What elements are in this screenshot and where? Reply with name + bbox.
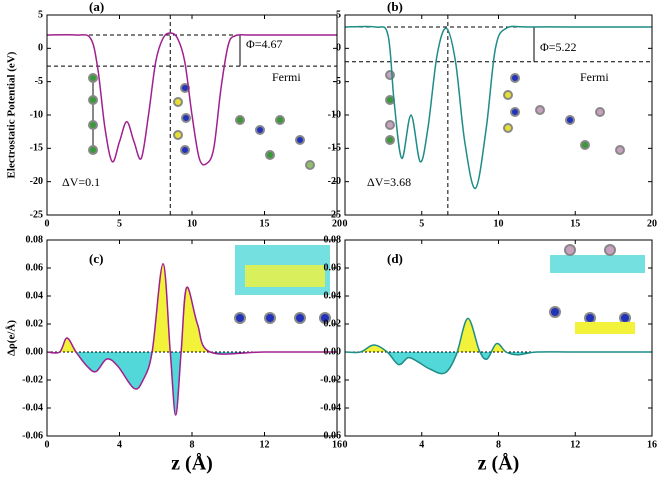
curve	[344, 25, 652, 190]
annotation: ΔV=3.68	[367, 175, 411, 189]
x-tick-label: 0	[45, 439, 50, 450]
x-tick-label: 4	[419, 439, 424, 450]
panel-label: (b)	[387, 0, 403, 14]
area-fill	[345, 318, 652, 352]
curve	[344, 317, 652, 375]
y-tick-label: 0.06	[26, 262, 44, 273]
annotation: Φ=4.67	[246, 37, 283, 51]
x-tick-label: 5	[117, 218, 122, 229]
x-tick-label: 15	[260, 218, 270, 229]
y-tick-label: -5	[35, 76, 43, 87]
x-axis-label: z (Å)	[478, 452, 520, 475]
x-tick-label: 20	[647, 218, 657, 229]
x-tick-label: 5	[419, 218, 424, 229]
y-tick-label: 0.00	[324, 346, 342, 357]
x-tick-label: 8	[496, 439, 501, 450]
y-tick-label: -20	[328, 176, 341, 187]
x-tick-label: 0	[343, 439, 348, 450]
annotation: ΔV=0.1	[62, 175, 100, 189]
x-tick-label: 15	[570, 218, 580, 229]
x-tick-label: 10	[494, 218, 504, 229]
x-tick-label: 12	[570, 439, 580, 450]
x-tick-label: 12	[260, 439, 270, 450]
y-tick-label: -15	[30, 143, 43, 154]
annotation: Fermi	[580, 70, 609, 84]
x-tick-label: 20	[332, 218, 342, 229]
plot-frame	[344, 14, 653, 216]
y-tick-label: 0.06	[324, 262, 342, 273]
plot-frame	[46, 239, 338, 437]
panel-label: (c)	[89, 251, 103, 266]
x-tick-label: 10	[187, 218, 197, 229]
y-tick-label: 0.04	[26, 290, 44, 301]
y-tick-label: -25	[30, 209, 43, 220]
area-fill	[345, 352, 652, 374]
annotation: Fermi	[272, 70, 301, 84]
y-tick-label: -10	[328, 109, 341, 120]
y-tick-label: -0.04	[320, 402, 341, 413]
x-tick-label: 8	[190, 439, 195, 450]
structure-inset	[88, 70, 645, 334]
y-tick-label: 5	[38, 9, 43, 20]
y-tick-label: 0	[38, 43, 43, 54]
y-tick-label: 0	[336, 43, 341, 54]
y-tick-label: 0.08	[324, 234, 342, 245]
y-tick-label: -0.02	[320, 374, 341, 385]
curve	[46, 32, 337, 166]
x-tick-label: 0	[45, 218, 50, 229]
y-tick-label: -10	[30, 109, 43, 120]
y-tick-label: 0.04	[324, 290, 342, 301]
y-tick-label: 0.00	[26, 346, 44, 357]
y-tick-label: 0.08	[26, 234, 44, 245]
x-axis-label: z (Å)	[171, 452, 213, 475]
y-tick-label: -0.02	[22, 374, 43, 385]
y-tick-label: 5	[336, 9, 341, 20]
y-tick-label: -20	[30, 176, 43, 187]
panel-label: (a)	[89, 0, 104, 14]
annotation: Φ=5.22	[540, 40, 577, 54]
y-tick-label: -15	[328, 143, 341, 154]
y-axis-label: Δρ(e/Å)	[6, 320, 18, 356]
curve	[46, 263, 337, 416]
plot-frame	[46, 14, 338, 216]
y-tick-label: 0.02	[26, 318, 44, 329]
x-tick-label: 16	[332, 439, 342, 450]
y-tick-label: -5	[333, 76, 341, 87]
area-fill	[47, 263, 337, 352]
panel-label: (d)	[387, 251, 403, 266]
x-tick-label: 16	[647, 439, 657, 450]
y-tick-label: 0.02	[324, 318, 342, 329]
plot-frame	[344, 239, 653, 437]
y-tick-label: -25	[328, 209, 341, 220]
y-tick-label: -0.06	[320, 430, 341, 441]
y-tick-label: -0.04	[22, 402, 43, 413]
y-axis-label: Electrostatic Potential (eV)	[6, 51, 18, 178]
y-tick-label: -0.06	[22, 430, 43, 441]
x-tick-label: 4	[117, 439, 122, 450]
x-tick-label: 0	[343, 218, 348, 229]
